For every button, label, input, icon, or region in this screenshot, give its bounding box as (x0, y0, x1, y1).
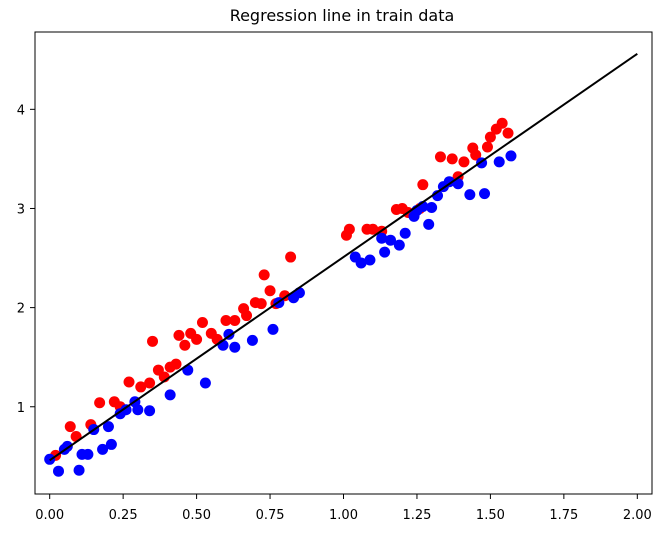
data-point-series-1 (164, 389, 176, 401)
data-point-series-0 (135, 381, 147, 393)
data-point-series-0 (170, 358, 182, 370)
x-tick-label: 1.50 (476, 508, 505, 523)
data-point-series-0 (481, 141, 493, 153)
data-point-series-1 (452, 178, 464, 190)
data-point-series-0 (367, 223, 379, 235)
data-point-series-0 (496, 117, 508, 129)
data-point-series-1 (464, 189, 476, 201)
y-tick-label: 3 (17, 202, 25, 217)
data-point-series-1 (82, 448, 94, 460)
y-tick-label: 1 (17, 401, 25, 416)
data-point-series-0 (470, 149, 482, 161)
data-point-series-1 (399, 227, 411, 239)
data-point-series-1 (443, 176, 455, 188)
data-point-series-0 (229, 315, 241, 326)
data-point-series-1 (379, 246, 391, 258)
data-point-series-0 (446, 153, 458, 165)
data-point-series-0 (241, 310, 253, 322)
x-tick-label: 0.50 (182, 508, 211, 523)
plot-frame (34, 31, 653, 495)
y-axis: 1 2 3 4 (17, 103, 35, 416)
chart-title: Regression line in train data (230, 6, 455, 25)
data-point-series-1 (393, 239, 405, 251)
data-point-series-1 (246, 334, 258, 346)
data-point-series-1 (493, 156, 505, 168)
x-tick-label: 0.25 (109, 508, 138, 523)
x-tick-label: 1.00 (329, 508, 358, 523)
y-tick-label: 4 (17, 103, 25, 118)
data-point-series-0 (94, 397, 106, 409)
data-point-series-0 (264, 285, 276, 297)
data-point-series-0 (255, 298, 267, 310)
data-point-series-1 (105, 438, 117, 450)
data-point-series-0 (144, 377, 156, 389)
data-point-series-1 (73, 464, 85, 476)
x-tick-label: 0.75 (256, 508, 285, 523)
data-point-series-0 (258, 269, 270, 281)
data-point-series-1 (423, 218, 435, 230)
data-point-series-1 (385, 234, 397, 246)
data-point-series-1 (505, 150, 517, 162)
data-point-series-1 (426, 201, 438, 213)
x-tick-label: 1.25 (402, 508, 431, 523)
data-point-series-0 (196, 316, 208, 328)
data-point-series-1 (229, 341, 241, 353)
data-point-series-0 (191, 333, 203, 345)
data-point-series-1 (293, 287, 305, 299)
data-point-series-1 (355, 257, 367, 269)
data-point-series-0 (458, 156, 470, 168)
data-point-series-0 (417, 179, 429, 191)
data-point-series-1 (97, 443, 109, 455)
x-tick-label: 2.00 (623, 508, 652, 523)
data-point-series-0 (502, 127, 514, 139)
data-point-series-0 (147, 335, 159, 347)
data-point-series-1 (102, 421, 114, 433)
data-point-series-1 (144, 405, 156, 417)
x-tick-label: 0.00 (35, 508, 64, 523)
data-point-series-0 (484, 131, 496, 143)
data-point-series-0 (220, 315, 232, 326)
data-point-series-0 (285, 251, 297, 263)
y-tick-label: 2 (17, 302, 25, 317)
data-point-series-0 (179, 339, 191, 351)
data-point-series-1 (199, 377, 211, 389)
data-point-series-1 (53, 465, 64, 477)
data-point-series-1 (364, 254, 376, 266)
data-point-series-0 (343, 223, 355, 235)
data-point-series-1 (267, 323, 279, 335)
x-axis: 0.00 0.25 0.50 0.75 1.00 1.25 1.50 1.75 2.00 (35, 494, 652, 523)
data-point-series-1 (132, 404, 144, 416)
data-point-series-1 (120, 404, 132, 416)
data-point-series-1 (479, 188, 491, 200)
data-point-series-0 (64, 421, 76, 433)
regression-line (49, 52, 638, 462)
plot-area (44, 52, 638, 477)
data-point-series-0 (173, 329, 185, 341)
data-point-series-1 (376, 232, 388, 244)
data-point-series-0 (123, 376, 135, 388)
x-tick-label: 1.75 (549, 508, 578, 523)
data-point-series-0 (434, 151, 446, 163)
